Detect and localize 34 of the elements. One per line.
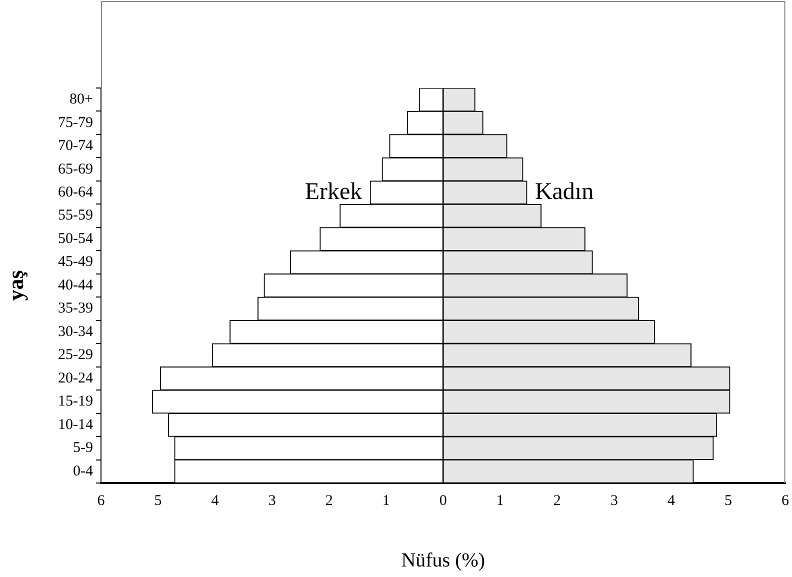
y-tick-label: 30-34: [58, 324, 94, 340]
x-tick-label: 1: [382, 492, 390, 509]
x-tick-label: 0: [439, 492, 447, 509]
x-tick-label: 6: [97, 492, 106, 509]
x-tick-label: 2: [325, 492, 333, 509]
y-tick-label: 25-29: [58, 347, 93, 364]
y-tick-label: 0-4: [73, 463, 94, 480]
y-tick-label: 55-59: [58, 208, 93, 224]
y-tick-label: 20-24: [58, 370, 94, 386]
y-tick-label: 45-49: [58, 254, 93, 270]
x-axis-title: Nüfus (%): [401, 549, 486, 572]
x-tick-label: 4: [667, 492, 676, 509]
y-tick-label: 75-79: [58, 114, 93, 131]
y-tick-label: 60-64: [58, 184, 94, 200]
x-tick-label: 3: [268, 492, 276, 509]
x-tick-label: 6: [782, 492, 790, 509]
x-tick-label: 4: [211, 492, 220, 509]
x-tick-label: 2: [553, 492, 561, 509]
y-tick-label: 80+: [70, 92, 93, 108]
y-tick-label: 5-9: [73, 440, 93, 456]
x-tick-label: 3: [610, 492, 618, 509]
series-label: Kadın: [534, 178, 594, 205]
y-tick-label: 40-44: [58, 277, 94, 294]
y-tick-label: 10-14: [58, 416, 94, 433]
y-tick-label: 15-19: [58, 394, 93, 410]
x-tick-label: 5: [154, 492, 162, 509]
y-tick-label: 65-69: [58, 161, 93, 178]
x-tick-label: 5: [724, 492, 732, 509]
y-tick-label: 70-74: [58, 138, 94, 154]
y-axis-title: yaş: [2, 270, 28, 301]
y-tick-label: 50-54: [58, 230, 94, 247]
y-tick-label: 35-39: [58, 300, 93, 317]
x-tick-label: 1: [496, 492, 504, 509]
series-label: Erkek: [304, 178, 362, 205]
